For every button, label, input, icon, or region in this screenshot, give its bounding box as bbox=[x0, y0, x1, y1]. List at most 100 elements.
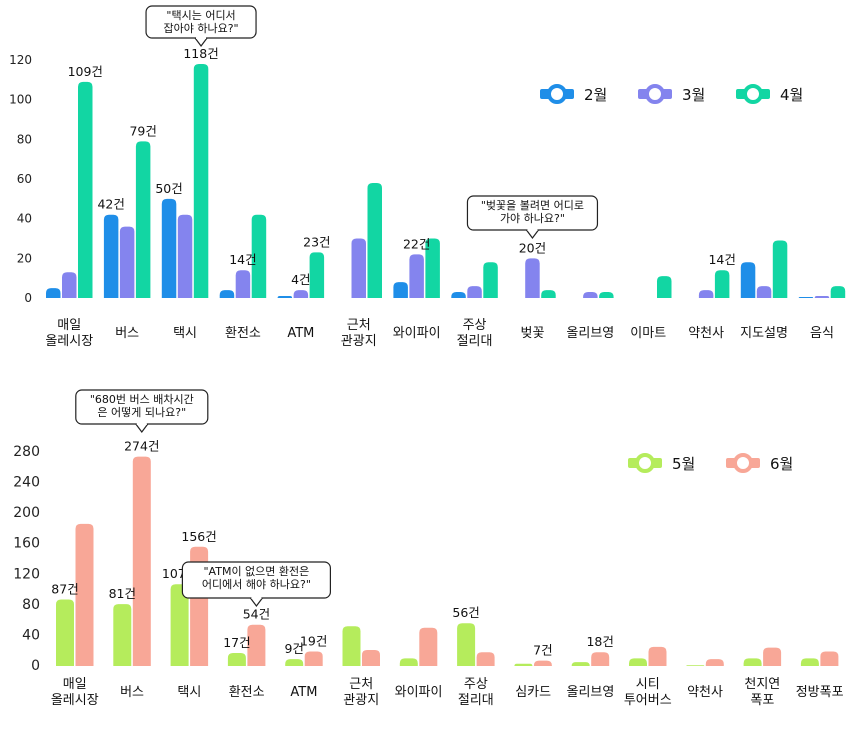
bar-4월 bbox=[830, 286, 846, 298]
bar-6월 bbox=[247, 624, 266, 666]
bar-3월 bbox=[814, 296, 830, 298]
bar-5월 bbox=[227, 653, 246, 666]
bar-5월 bbox=[629, 658, 647, 666]
bar-3월 bbox=[467, 286, 482, 298]
data-label: 9건 bbox=[284, 641, 303, 656]
bar-4월 bbox=[599, 292, 614, 298]
bar-4월 bbox=[772, 240, 788, 298]
x-category-label: 환전소 bbox=[229, 685, 265, 700]
y-tick-label: 200 bbox=[13, 505, 40, 521]
callout-pointer-mask bbox=[136, 422, 147, 425]
x-category-label: 올리브영 bbox=[567, 685, 615, 700]
x-category-label: 올리브영 bbox=[566, 326, 614, 341]
bar-4월 bbox=[309, 252, 325, 298]
legend-marker bbox=[635, 453, 655, 473]
bar-4월 bbox=[135, 141, 151, 298]
data-label: 17건 bbox=[223, 635, 250, 650]
bar-4월 bbox=[714, 270, 730, 298]
legend-label: 3월 bbox=[682, 86, 705, 104]
x-category-label: ATM bbox=[290, 685, 317, 700]
bar-3월 bbox=[583, 292, 598, 298]
legend-label: 5월 bbox=[672, 455, 695, 473]
x-category-label: ATM bbox=[287, 326, 314, 341]
data-label: 81건 bbox=[109, 586, 136, 601]
x-category-label: 근처 bbox=[347, 318, 371, 333]
legend-item: 2월 bbox=[540, 84, 607, 104]
x-category-label: 절리대 bbox=[457, 334, 493, 349]
bar-4월 bbox=[483, 262, 498, 298]
bar-2월 bbox=[393, 282, 408, 298]
bar-5월 bbox=[399, 658, 418, 666]
bar-3월 bbox=[351, 238, 366, 298]
x-category-label: 매일 bbox=[57, 318, 81, 333]
data-label: 4건 bbox=[291, 272, 310, 287]
x-category-label: 버스 bbox=[115, 326, 139, 341]
bar-5월 bbox=[800, 658, 819, 666]
bar-4월 bbox=[541, 290, 556, 298]
data-label: 274건 bbox=[124, 439, 159, 454]
legend: 2월 3월 4월 bbox=[540, 84, 803, 104]
bar-3월 bbox=[62, 272, 77, 298]
callout-text: "벚꽃을 볼려면 어디로 bbox=[481, 199, 584, 212]
bar-4월 bbox=[193, 63, 209, 298]
bar-3월 bbox=[698, 290, 714, 298]
bar-5월 bbox=[514, 663, 533, 666]
x-category-label: 버스 bbox=[120, 685, 144, 700]
data-label: 79건 bbox=[129, 123, 156, 138]
bar-2월 bbox=[740, 262, 756, 298]
data-label: 109건 bbox=[68, 64, 103, 79]
x-category-label: 시티 bbox=[636, 677, 660, 692]
x-category-label: 폭포 bbox=[750, 693, 774, 708]
data-label: 22건 bbox=[403, 236, 430, 251]
y-tick-label: 0 bbox=[31, 658, 40, 674]
bar-6월 bbox=[476, 652, 495, 666]
bar-5월 bbox=[56, 599, 74, 666]
callout-text: "택시는 어디서 bbox=[166, 9, 235, 22]
legend: 5월 6월 bbox=[628, 453, 793, 473]
x-category-label: 택시 bbox=[177, 685, 201, 700]
x-category-label: 매일 bbox=[63, 677, 87, 692]
data-label: 23건 bbox=[303, 234, 330, 249]
data-label: 19건 bbox=[300, 633, 327, 648]
x-category-label: 약천사 bbox=[688, 326, 724, 341]
x-category-label: 올레시장 bbox=[45, 334, 93, 349]
bar-4월 bbox=[657, 276, 672, 298]
bar-2월 bbox=[46, 288, 61, 298]
x-category-label: 올레시장 bbox=[51, 693, 99, 708]
bar-2월 bbox=[161, 198, 177, 298]
legend-item: 5월 bbox=[628, 453, 695, 473]
y-tick-label: 160 bbox=[13, 536, 40, 552]
legend-label: 2월 bbox=[584, 86, 607, 104]
x-category-label: 벚꽃 bbox=[520, 326, 544, 341]
x-category-label: 와이파이 bbox=[393, 326, 441, 341]
bar-6월 bbox=[304, 651, 323, 666]
y-tick-label: 120 bbox=[13, 566, 40, 582]
callout-pointer bbox=[194, 37, 208, 47]
callout-text: "680번 버스 배차시간 bbox=[90, 393, 194, 406]
callout-pointer-mask bbox=[196, 36, 207, 39]
legend-label: 4월 bbox=[780, 86, 803, 104]
bar-3월 bbox=[525, 258, 540, 298]
bar-5월 bbox=[285, 659, 304, 666]
x-category-label: 관광지 bbox=[341, 334, 377, 349]
x-category-label: 근처 bbox=[349, 677, 373, 692]
bar-4월 bbox=[367, 182, 382, 298]
x-category-label: 주상 bbox=[463, 318, 487, 333]
callout-pointer bbox=[525, 229, 539, 239]
data-label: 20건 bbox=[519, 240, 546, 255]
x-category-label: 환전소 bbox=[225, 326, 261, 341]
bar-6월 bbox=[419, 627, 438, 666]
callout-text: 가야 하나요?" bbox=[500, 211, 565, 225]
x-category-label: 관광지 bbox=[343, 693, 379, 708]
data-label: 87건 bbox=[51, 582, 78, 597]
bar-5월 bbox=[457, 623, 476, 666]
bar-3월 bbox=[177, 214, 193, 298]
bar-5월 bbox=[170, 584, 189, 666]
data-label: 156건 bbox=[181, 529, 216, 544]
bar-6월 bbox=[763, 647, 782, 666]
y-tick-label: 280 bbox=[13, 444, 40, 460]
legend-item: 4월 bbox=[736, 84, 803, 104]
x-category-label: 약천사 bbox=[687, 685, 723, 700]
